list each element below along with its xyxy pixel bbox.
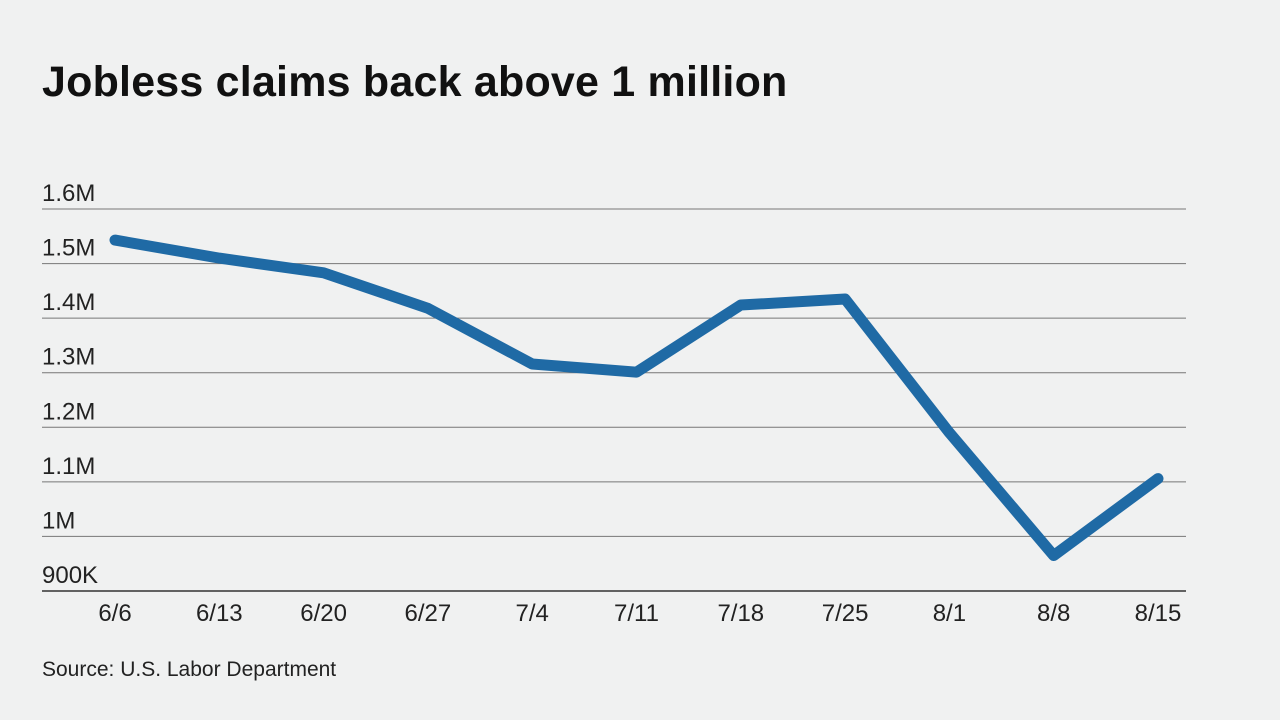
x-tick-label: 8/8	[1037, 600, 1070, 627]
x-tick-label: 6/27	[405, 600, 452, 627]
y-tick-label: 1.1M	[42, 453, 95, 480]
x-tick-label: 6/6	[98, 600, 131, 627]
y-tick-label: 1.6M	[42, 180, 95, 207]
y-tick-label: 1.4M	[42, 289, 95, 316]
y-tick-label: 1M	[42, 507, 75, 534]
source-note: Source: U.S. Labor Department	[42, 658, 337, 681]
x-tick-label: 7/4	[516, 600, 549, 627]
x-tick-label: 8/1	[933, 600, 966, 627]
series-line	[109, 234, 1164, 562]
chart-title: Jobless claims back above 1 million	[42, 58, 788, 106]
x-tick-label: 6/20	[300, 600, 347, 627]
x-tick-label: 7/18	[717, 600, 764, 627]
y-tick-label: 1.2M	[42, 398, 95, 425]
y-tick-label: 1.3M	[42, 344, 95, 371]
y-tick-label: 1.5M	[42, 235, 95, 262]
x-tick-label: 8/15	[1135, 600, 1182, 627]
x-tick-label: 7/25	[822, 600, 869, 627]
x-tick-label: 6/13	[196, 600, 243, 627]
x-tick-label: 7/11	[614, 600, 659, 627]
y-tick-label: 900K	[42, 562, 98, 589]
